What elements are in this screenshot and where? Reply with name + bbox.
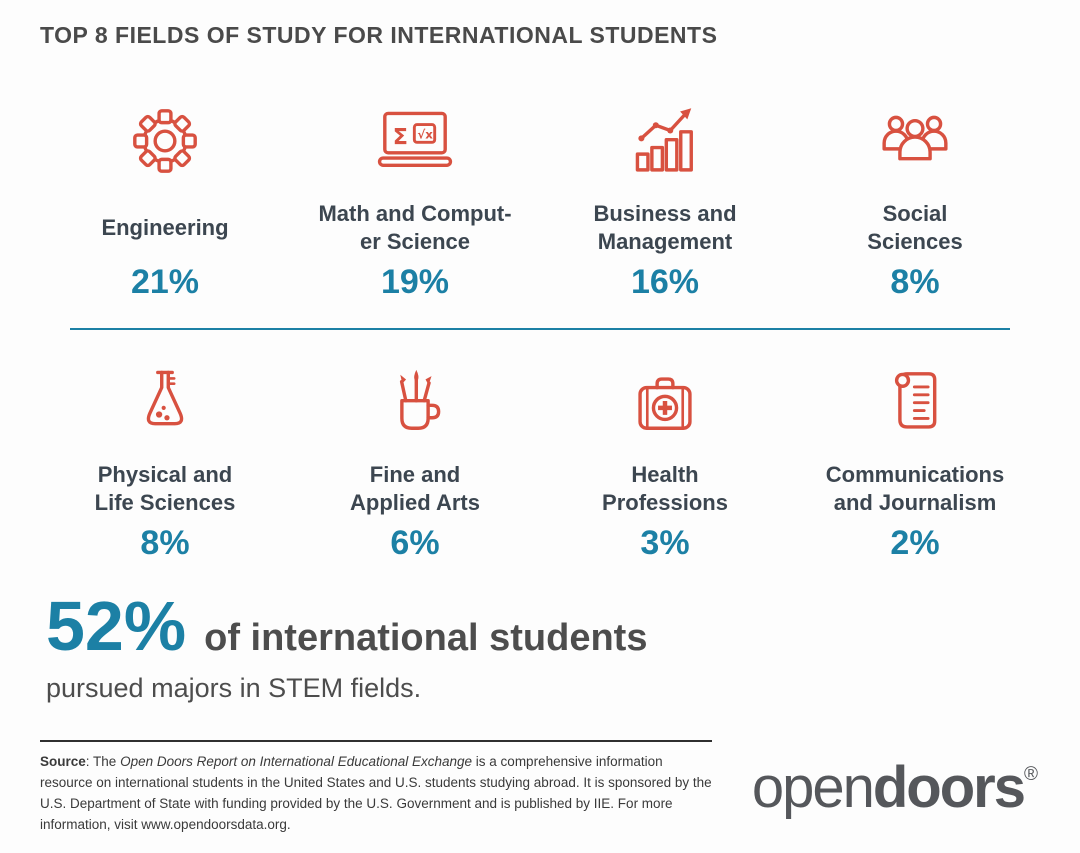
field-label-line1: Social	[882, 200, 948, 226]
logo-doors: doors	[872, 755, 1026, 821]
source-text-end: .	[286, 816, 291, 832]
field-label: Communications and Journalism	[790, 460, 1040, 518]
page-title: TOP 8 FIELDS OF STUDY FOR INTERNATIONAL …	[40, 22, 718, 48]
field-percent: 8%	[890, 263, 940, 301]
field-label: Social Sciences	[790, 199, 1040, 257]
summary-line: 52% of international students	[46, 591, 1040, 661]
field-label: Physical and Life Sciences	[40, 460, 290, 518]
field-label-line2: er Science	[359, 229, 471, 254]
field-percent: 21%	[130, 263, 200, 301]
first-aid-icon	[540, 354, 790, 450]
field-label-line1: Communications	[825, 461, 1005, 487]
source-text: Source: The Open Doors Report on Interna…	[40, 740, 712, 836]
footer-link[interactable]: www.opendoorsdata.org	[141, 816, 287, 832]
field-label-line2: Life Sciences	[94, 490, 236, 516]
field-label-line1: Math and Comput-	[318, 200, 512, 226]
svg-text:Σ: Σ	[393, 124, 408, 150]
field-card-social-sciences: Social Sciences 8%	[790, 93, 1040, 302]
divider-line	[70, 328, 1010, 331]
gear-icon	[40, 93, 290, 189]
stem-stat-subline: pursued majors in STEM fields.	[46, 673, 422, 704]
field-card-math-cs: Σ √x Math and Comput- er Science 19%	[290, 93, 540, 302]
field-label: Health Professions	[540, 460, 790, 518]
field-card-engineering: Engineering 21%	[40, 93, 290, 302]
summary-section: 52% of international students pursued ma…	[40, 591, 1040, 704]
fields-row-bottom: Physical and Life Sciences 8% Fin	[40, 354, 1040, 563]
people-icon	[790, 93, 1040, 189]
field-percent: 16%	[630, 263, 700, 301]
field-percent: 6%	[390, 524, 440, 563]
logo-open: open	[751, 755, 875, 821]
field-label: Engineering	[40, 199, 290, 257]
art-cup-icon	[290, 354, 540, 450]
field-percent: 19%	[380, 263, 450, 301]
field-label-line1: Health	[631, 461, 699, 487]
field-card-health: Health Professions 3%	[540, 354, 790, 563]
source-text-part1: : The	[85, 754, 121, 770]
field-label-line2: and Journalism	[833, 490, 997, 516]
svg-text:√x: √x	[417, 127, 433, 141]
field-label: Business and Management	[540, 199, 790, 257]
field-label-line2: Sciences	[867, 229, 963, 254]
field-label: Fine and Applied Arts	[290, 460, 540, 518]
field-percent: 3%	[640, 524, 690, 563]
stem-stat: 52%	[46, 587, 187, 666]
field-label-line2: Management	[597, 229, 733, 254]
flask-icon	[40, 354, 290, 450]
stem-stat-label: of international students	[204, 617, 648, 660]
field-label-line1: Engineering	[101, 214, 229, 240]
field-label-line1: Physical and	[97, 461, 233, 487]
field-label-line2: Professions	[602, 490, 728, 516]
opendoors-logo: open doors ®	[712, 759, 1040, 817]
field-label: Math and Comput- er Science	[290, 199, 540, 257]
registered-mark: ®	[1024, 764, 1038, 786]
scroll-icon	[790, 354, 1040, 450]
field-percent: 2%	[890, 524, 940, 563]
bar-chart-icon	[540, 93, 790, 189]
field-label-line1: Fine and	[369, 461, 461, 487]
fields-row-top: Engineering 21% Σ √x Math and Comput- er…	[40, 93, 1040, 302]
field-card-business: Business and Management 16%	[540, 93, 790, 302]
field-card-physical-life-sciences: Physical and Life Sciences 8%	[40, 354, 290, 563]
source-text-part2: is a comprehensive information resource …	[40, 754, 712, 832]
source-label: Source	[40, 754, 86, 770]
field-label-line1: Business and	[593, 200, 737, 226]
field-card-fine-arts: Fine and Applied Arts 6%	[290, 354, 540, 563]
field-card-communications: Communications and Journalism 2%	[790, 354, 1040, 563]
field-label-line2: Applied Arts	[350, 490, 480, 516]
footer: Source: The Open Doors Report on Interna…	[40, 740, 1040, 836]
field-percent: 8%	[140, 524, 190, 563]
laptop-math-icon: Σ √x	[290, 93, 540, 189]
source-report-title: Open Doors Report on International Educa…	[120, 754, 473, 770]
